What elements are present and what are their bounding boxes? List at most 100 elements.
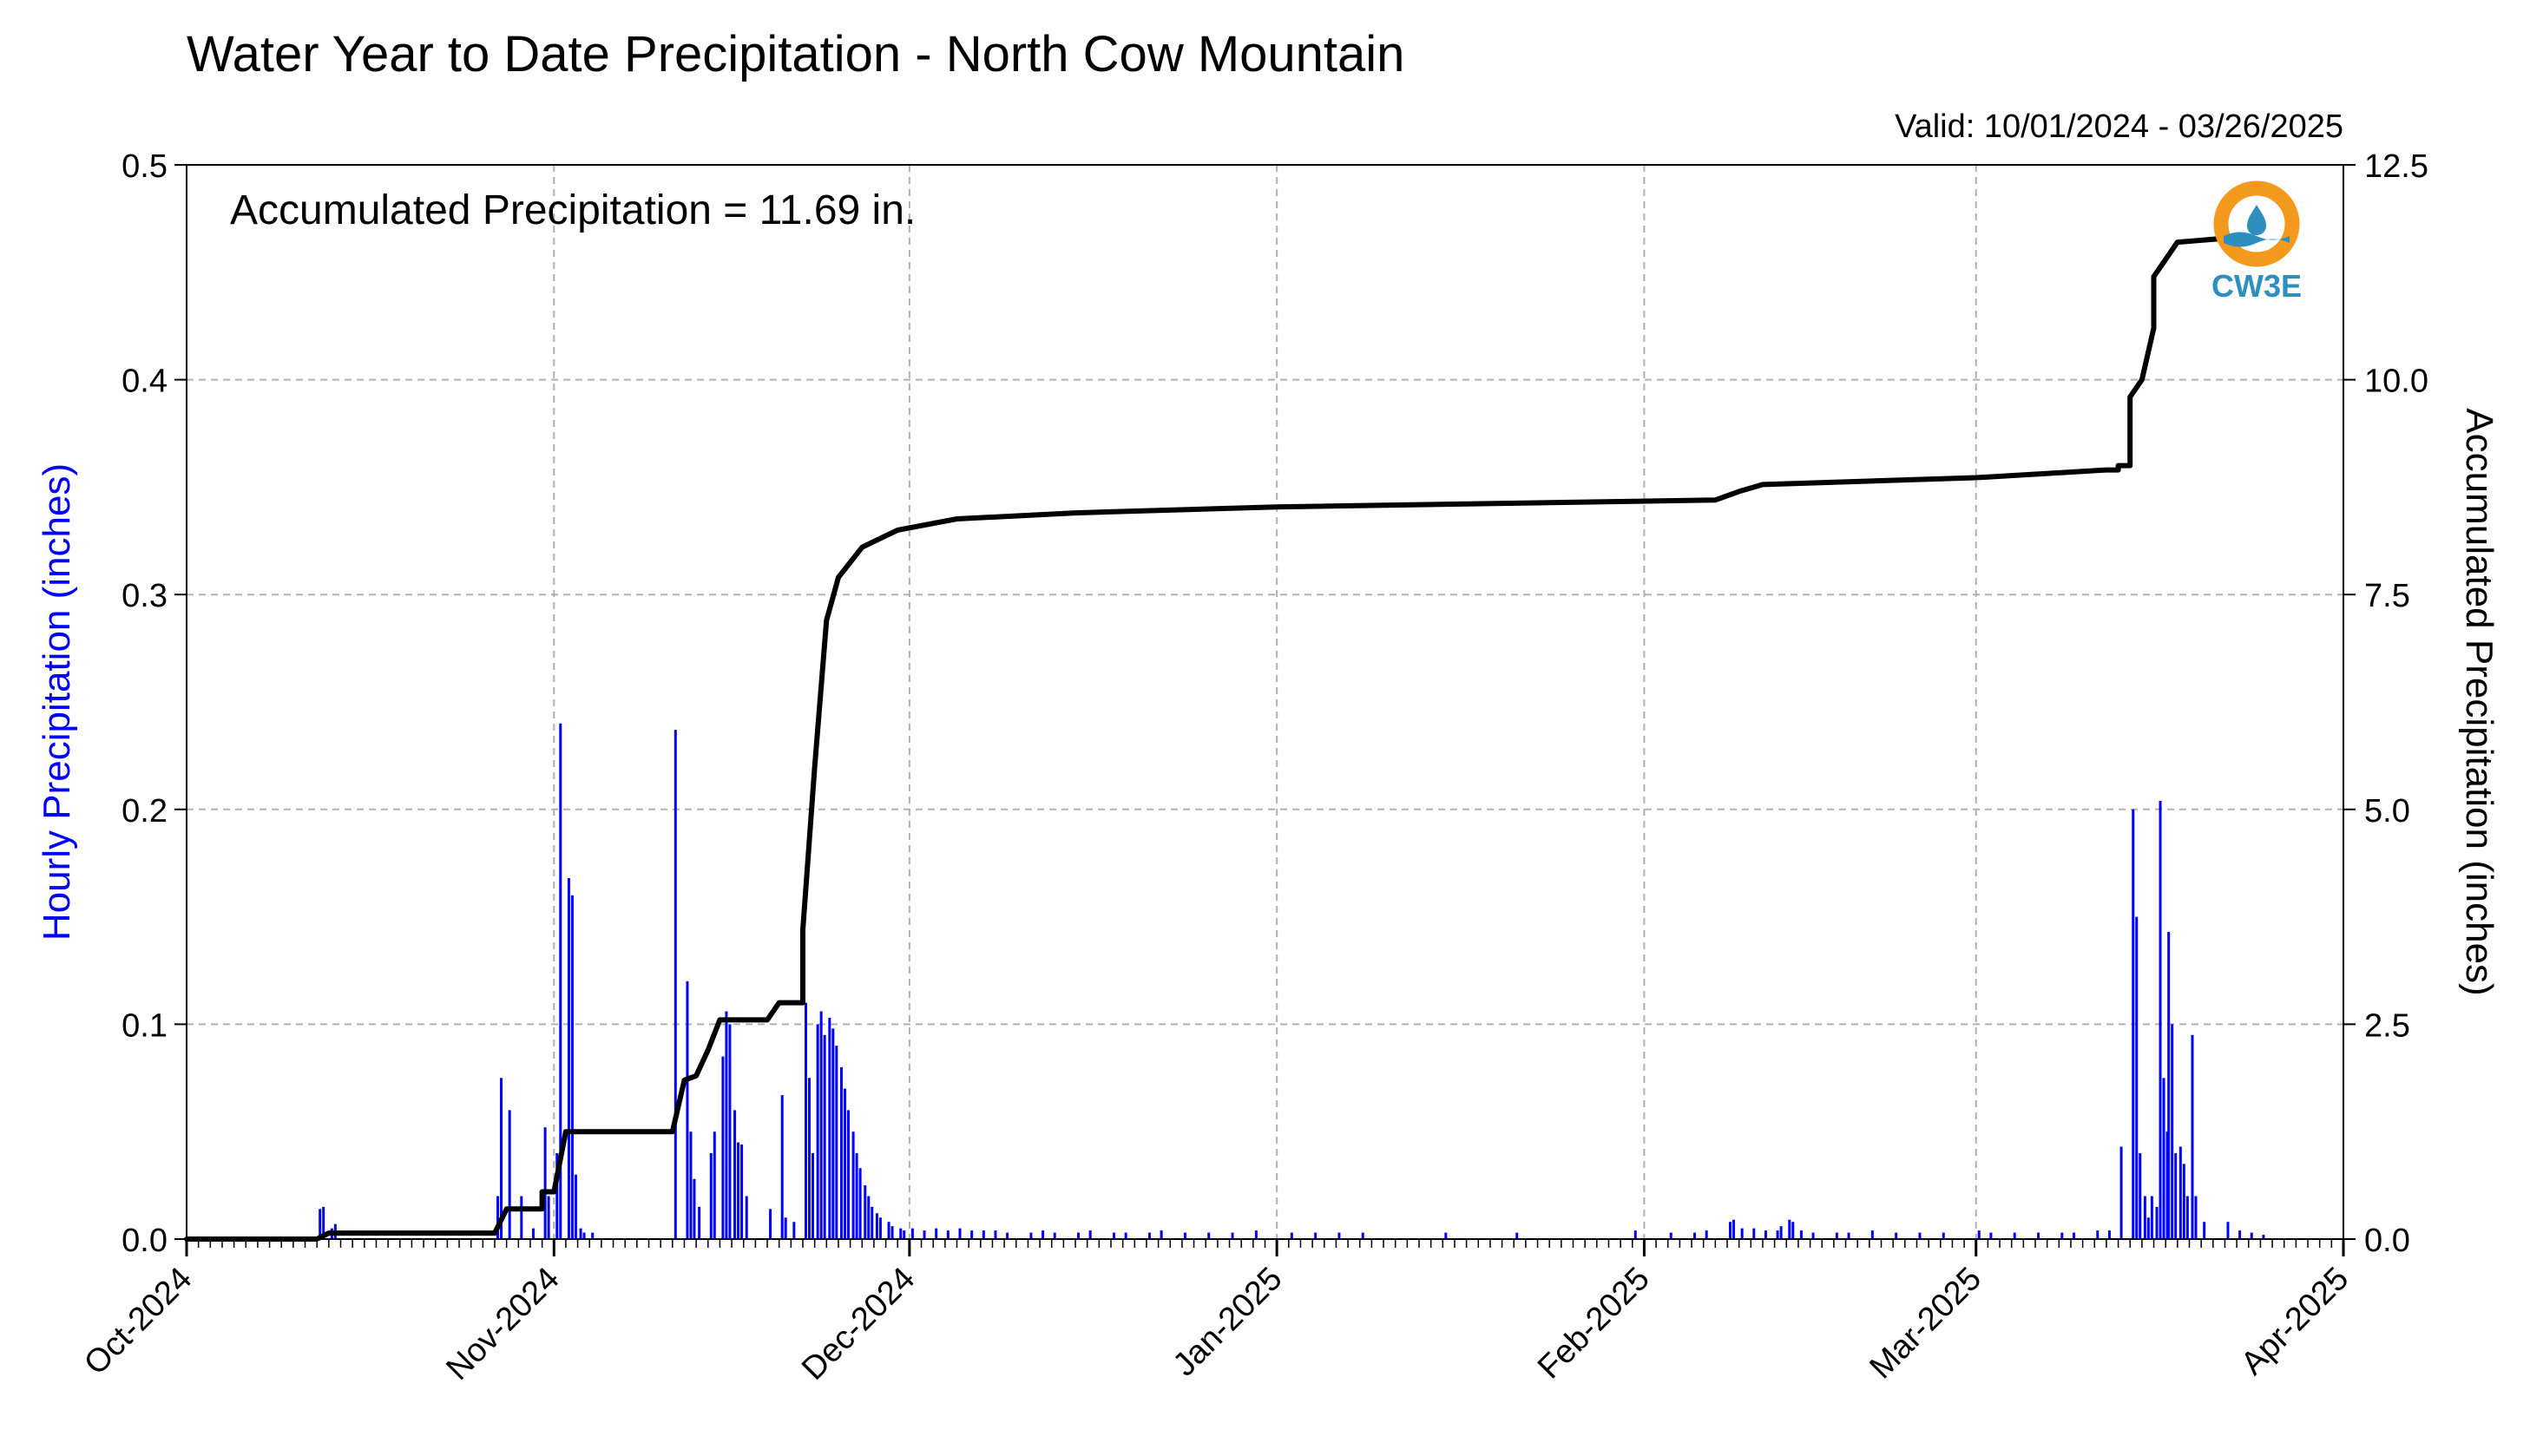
hourly-bar <box>570 895 574 1239</box>
hourly-bar <box>1361 1232 1364 1239</box>
hourly-bar <box>2146 1217 2150 1239</box>
hourly-bar <box>582 1232 586 1239</box>
hourly-bar <box>1729 1222 1732 1239</box>
hourly-bar <box>851 1131 855 1239</box>
hourly-bar <box>1847 1232 1850 1239</box>
hourly-bar <box>2119 1146 2123 1239</box>
hourly-bar <box>2060 1232 2064 1239</box>
grid <box>187 165 2343 1239</box>
right-y-tick-label: 5.0 <box>2364 793 2410 830</box>
left-y-tick-label: 0.4 <box>122 364 168 400</box>
hourly-bar <box>1918 1232 1922 1239</box>
accumulated-precipitation-line <box>184 232 2276 1242</box>
hourly-bar <box>2262 1235 2265 1239</box>
hourly-bar <box>855 1152 858 1239</box>
hourly-bar <box>740 1144 744 1239</box>
hourly-bar <box>1752 1228 1756 1239</box>
hourly-bar <box>819 1011 823 1239</box>
hourly-bar <box>2155 1206 2159 1239</box>
hourly-bar <box>2165 1131 2169 1239</box>
hourly-bar <box>982 1230 985 1239</box>
hourly-bar <box>721 1056 725 1239</box>
hourly-bar <box>2150 1196 2153 1239</box>
hourly-bar <box>1183 1232 1186 1239</box>
hourly-bar <box>322 1206 325 1239</box>
right-y-tick-label: 12.5 <box>2364 148 2428 185</box>
hourly-bar <box>1811 1232 1815 1239</box>
hourly-bar <box>792 1222 796 1239</box>
hourly-bar <box>808 1078 811 1239</box>
hourly-bar <box>970 1230 974 1239</box>
hourly-bar <box>574 1174 577 1239</box>
hourly-bar <box>831 1028 835 1239</box>
hourly-bar <box>2132 809 2135 1239</box>
hourly-bar <box>1042 1230 1045 1239</box>
left-y-tick-label: 0.5 <box>122 148 168 185</box>
hourly-bar <box>2162 1078 2165 1239</box>
left-axis-label: Hourly Precipitation (inches) <box>36 463 78 941</box>
hourly-bar <box>875 1213 878 1239</box>
right-axis-label: Accumulated Precipitation (inches) <box>2458 408 2500 995</box>
hourly-bar <box>2096 1230 2100 1239</box>
chart-title: Water Year to Date Precipitation - North… <box>187 26 1404 82</box>
hourly-bar <box>994 1230 997 1239</box>
hourly-bar <box>1799 1230 1803 1239</box>
hourly-bar <box>2072 1232 2075 1239</box>
hourly-bar <box>910 1228 914 1239</box>
hourly-bar <box>1989 1232 1993 1239</box>
hourly-bar <box>1942 1232 1945 1239</box>
hourly-bar <box>1337 1232 1341 1239</box>
hourly-bar <box>693 1178 696 1239</box>
hourly-bar <box>858 1168 862 1239</box>
hourly-bar <box>843 1088 846 1239</box>
hourly-bar <box>1669 1232 1672 1239</box>
hourly-bar <box>878 1217 882 1239</box>
hourly-bar <box>1006 1232 1009 1239</box>
hourly-bar <box>867 1196 871 1239</box>
hourly-bar <box>839 1066 843 1239</box>
hourly-bar <box>500 1078 503 1239</box>
hourly-bar <box>1764 1230 1767 1239</box>
hourly-bar <box>531 1228 535 1239</box>
hourly-bar <box>1835 1232 1838 1239</box>
hourly-bar <box>887 1222 890 1239</box>
hourly-bar <box>698 1206 701 1239</box>
hourly-bar <box>1895 1232 1898 1239</box>
hourly-bar <box>555 1152 559 1239</box>
hourly-bar <box>319 1209 322 1239</box>
logo-wave-icon <box>2224 232 2290 247</box>
hourly-bar <box>890 1226 894 1239</box>
hourly-bar <box>871 1206 874 1239</box>
hourly-bar <box>1147 1232 1151 1239</box>
hourly-bar <box>2250 1232 2253 1239</box>
hourly-bar <box>1776 1230 1779 1239</box>
hourly-bar <box>2135 916 2139 1239</box>
hourly-bar <box>2159 800 2162 1239</box>
hourly-bar <box>2203 1222 2206 1239</box>
accumulated-total-annotation: Accumulated Precipitation = 11.69 in. <box>230 187 916 233</box>
hourly-bar <box>725 1011 728 1239</box>
hourly-bar <box>1791 1222 1795 1239</box>
hourly-bar <box>1088 1230 1092 1239</box>
hourly-bar <box>1705 1230 1708 1239</box>
hourly-bar <box>2182 1164 2185 1239</box>
hourly-bar <box>579 1228 582 1239</box>
hourly-bar <box>728 1024 732 1239</box>
left-y-tick-label: 0.0 <box>122 1223 168 1259</box>
hourly-bar <box>713 1131 716 1239</box>
hourly-bar <box>835 1046 838 1239</box>
hourly-bar <box>946 1230 950 1239</box>
hourly-bar <box>864 1185 867 1239</box>
hourly-bar <box>559 723 562 1239</box>
hourly-bar <box>1053 1232 1056 1239</box>
hourly-bar <box>823 1034 826 1239</box>
hourly-bar <box>567 878 570 1239</box>
hourly-bar <box>1207 1232 1211 1239</box>
hourly-precipitation-bars <box>319 723 2265 1239</box>
hourly-bar <box>1290 1232 1293 1239</box>
hourly-bar <box>1977 1230 1981 1239</box>
hourly-bar <box>780 1095 784 1239</box>
accumulated-line <box>184 232 2276 1242</box>
left-y-tick-label: 0.1 <box>122 1007 168 1044</box>
